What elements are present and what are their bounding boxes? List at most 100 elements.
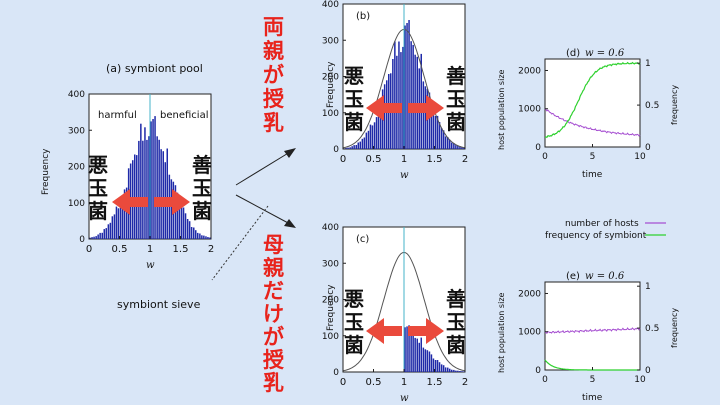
x-tick-label: 1: [401, 154, 407, 165]
histogram-bar: [176, 192, 179, 239]
y-tick-label: 200: [322, 296, 339, 306]
histogram-bar: [408, 325, 410, 372]
y-tick-right-label: 1: [645, 59, 651, 69]
histogram-bar: [430, 354, 433, 372]
x-tick-label: 5: [590, 152, 596, 162]
panel-a-harmful-jp-3: 菌: [88, 199, 108, 223]
histogram-bar: [355, 145, 357, 149]
panel-c-label: (c): [356, 234, 369, 245]
histogram-bar: [404, 327, 406, 372]
y-tick-label: 0: [333, 368, 339, 378]
panel-c-left-arrow: [366, 318, 402, 344]
panel-b-beneficial-jp-1: 善: [446, 64, 466, 88]
histogram-bar: [432, 111, 435, 149]
histogram-bar: [111, 216, 114, 239]
histogram-bar: [416, 56, 418, 149]
x-tick-label: 1: [401, 377, 407, 388]
headline-mother-5: が: [263, 325, 284, 349]
y-tick-label: 200: [322, 73, 339, 83]
histogram-bar: [447, 137, 449, 149]
y-tick-label: 400: [322, 0, 339, 10]
histogram-bar: [125, 187, 128, 239]
histogram-bar: [422, 347, 425, 372]
histogram-bar: [373, 122, 376, 149]
headline-both-1: 両: [263, 15, 284, 39]
histogram-bar: [457, 145, 459, 149]
arrow-to-c-head: [284, 219, 296, 228]
histogram-bar: [410, 333, 412, 372]
panel-e-frame: [544, 281, 641, 371]
histogram-bar: [414, 337, 416, 372]
panel-b-xlabel: w: [400, 170, 409, 181]
arrow-to-b: [235, 151, 291, 186]
histogram-bar: [166, 148, 168, 239]
histogram-bar: [117, 208, 120, 239]
histogram-bar: [113, 214, 116, 239]
histogram-bar: [121, 199, 124, 239]
histogram-bar: [367, 130, 370, 149]
x-tick-label: 0: [340, 377, 346, 388]
panel-c-right-arrow: [408, 318, 444, 344]
sieve-pointer: [211, 205, 269, 281]
panel-a-ylabel: Frequency: [41, 148, 51, 195]
histogram-bar: [434, 116, 437, 149]
panel-a-harmful-jp-1: 悪: [88, 153, 108, 177]
histogram-bar: [190, 227, 193, 239]
histogram-bar: [447, 367, 449, 372]
histogram-bar: [365, 132, 368, 149]
panel-b-left-arrow: [366, 95, 402, 121]
panel-e: (e) w = 0.6 host population size frequen…: [497, 271, 679, 403]
histogram-bar: [197, 232, 199, 239]
histogram-bar: [422, 81, 425, 149]
headline-both-3: が: [263, 63, 284, 87]
histogram-bar: [436, 360, 439, 372]
histogram-bar: [400, 52, 402, 149]
panel-d: (d) w = 0.6 host population size frequen…: [497, 48, 679, 180]
histogram-bar: [402, 46, 404, 149]
histogram-bar: [424, 86, 427, 149]
headline-mother-4: け: [263, 302, 284, 326]
panel-b-beneficial-jp-2: 玉: [446, 87, 466, 111]
x-tick-label: 2: [462, 377, 468, 388]
headline-mother-7: 乳: [263, 371, 284, 395]
flow-arrows: symbiont sieve: [117, 148, 296, 311]
y-tick-left-label: 0: [535, 143, 541, 153]
histogram-bar: [95, 236, 97, 239]
histogram-bar: [361, 138, 364, 149]
panel-b-ylabel: Frequency: [326, 61, 336, 108]
y-tick-left-label: 0: [535, 366, 541, 376]
histogram-bar: [140, 123, 142, 239]
histogram-bar: [442, 130, 445, 149]
histogram-bar: [461, 371, 463, 372]
panel-c-ticks: 0 0.5 1 1.5 2 0 100 200 300 400: [322, 223, 468, 388]
histogram-bar: [144, 127, 146, 239]
histogram-bar: [170, 179, 173, 239]
y-tick-right-label: 0: [645, 366, 651, 376]
panel-a-beneficial-jp-3: 菌: [192, 199, 212, 223]
histogram-bar: [209, 237, 211, 239]
histogram-bar: [195, 230, 197, 239]
histogram-bar: [412, 334, 414, 372]
arrow-to-b-head: [284, 148, 296, 158]
x-tick-label: 0: [86, 244, 92, 255]
histogram-bar: [205, 236, 207, 239]
histogram-bar: [398, 41, 400, 149]
panel-b-beneficial-jp-3: 菌: [446, 110, 466, 134]
y-tick-left-label: 2000: [518, 289, 541, 299]
histogram-bar: [436, 115, 439, 149]
panel-e-hosts-line: [544, 327, 641, 335]
histogram-bar: [351, 146, 353, 149]
panel-c-harmful-jp-3: 菌: [344, 333, 364, 357]
histogram-bar: [184, 213, 187, 239]
x-tick-label: 0.5: [112, 244, 128, 255]
y-tick-label: 300: [322, 36, 339, 46]
histogram-bar: [455, 370, 457, 372]
histogram-bar: [426, 350, 429, 372]
y-tick-label: 100: [68, 199, 85, 209]
histogram-bar: [103, 229, 105, 239]
panel-c-histogram: [404, 325, 465, 372]
histogram-bar: [440, 364, 443, 372]
histogram-bar: [357, 142, 359, 149]
legend: number of hosts frequency of symbiont: [545, 219, 666, 241]
panel-c-harmful-jp-1: 悪: [344, 287, 364, 311]
